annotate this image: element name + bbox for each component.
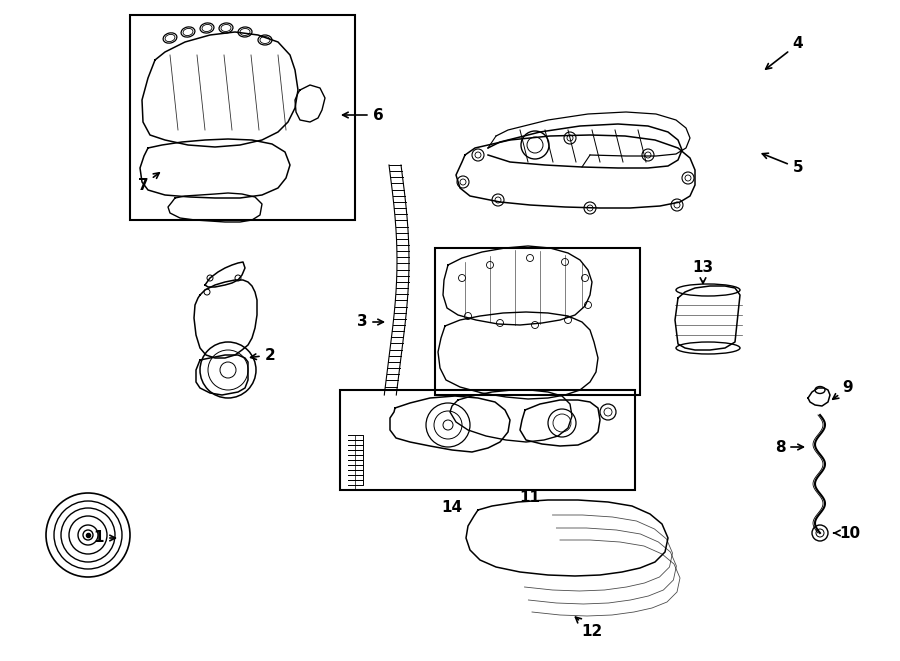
Bar bbox=[130, 15, 355, 220]
Text: 6: 6 bbox=[343, 108, 383, 122]
Text: 7: 7 bbox=[138, 173, 159, 192]
Text: 5: 5 bbox=[762, 153, 804, 176]
Text: 12: 12 bbox=[575, 617, 603, 639]
Text: 11: 11 bbox=[519, 490, 541, 506]
Text: 2: 2 bbox=[250, 348, 275, 362]
Text: 4: 4 bbox=[766, 36, 804, 69]
Text: 14: 14 bbox=[441, 500, 463, 516]
Text: 1: 1 bbox=[94, 531, 115, 545]
Text: 10: 10 bbox=[833, 525, 860, 541]
Text: 9: 9 bbox=[832, 381, 853, 399]
Text: 3: 3 bbox=[356, 315, 383, 329]
Text: 13: 13 bbox=[692, 260, 714, 284]
Bar bbox=[340, 390, 635, 490]
Bar bbox=[435, 248, 640, 395]
Text: 8: 8 bbox=[775, 440, 804, 455]
